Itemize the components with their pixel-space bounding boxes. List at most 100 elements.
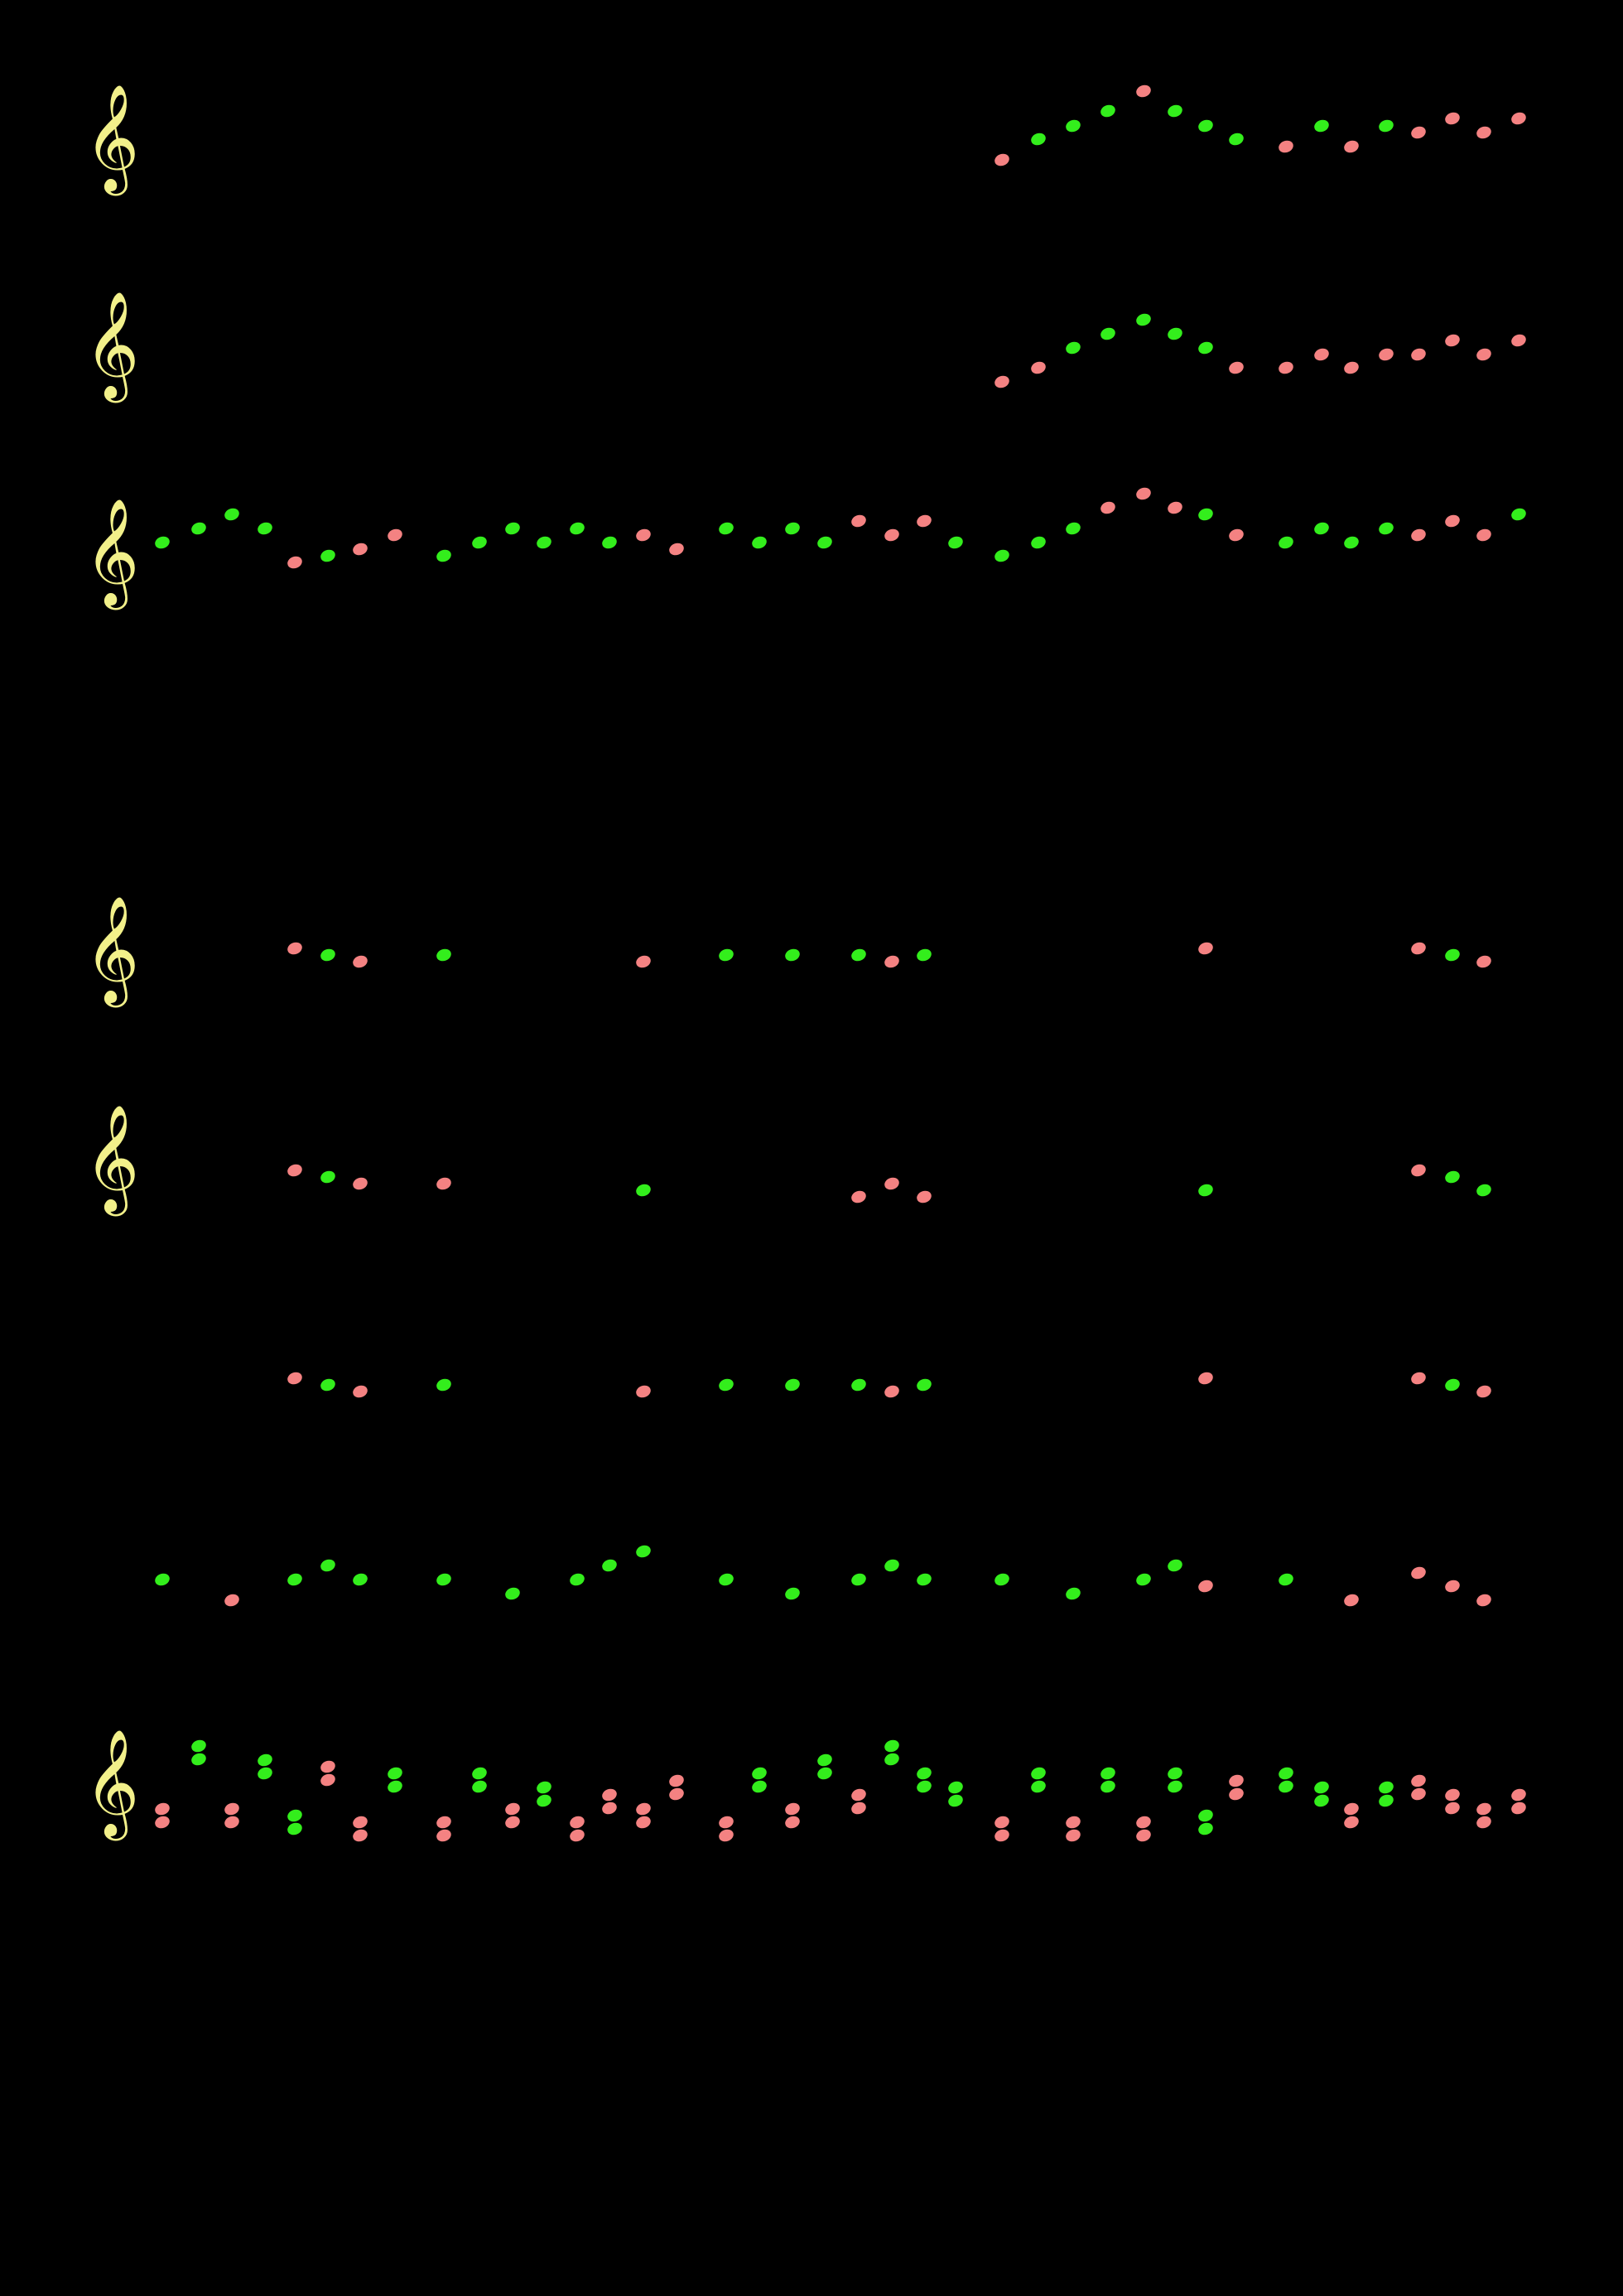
notehead (636, 1545, 651, 1558)
notehead (1511, 508, 1526, 521)
notehead (1476, 1184, 1491, 1197)
notehead (995, 153, 1009, 166)
notehead (602, 1802, 617, 1815)
notehead (1314, 1794, 1329, 1807)
notehead (1168, 1767, 1182, 1780)
notehead (191, 522, 206, 535)
notehead (1476, 528, 1491, 542)
notehead (1198, 942, 1213, 955)
notehead (570, 522, 585, 535)
notehead (1379, 348, 1394, 361)
notehead (1411, 942, 1426, 955)
notehead (785, 1802, 800, 1816)
notehead (1445, 1170, 1460, 1184)
notehead (636, 1802, 651, 1816)
notehead (287, 1372, 302, 1385)
notehead (1476, 126, 1491, 139)
notehead (719, 1829, 734, 1842)
notehead (505, 1802, 520, 1816)
notehead (785, 1816, 800, 1829)
notehead (917, 514, 932, 528)
notehead (1198, 1372, 1213, 1385)
notehead (1476, 1385, 1491, 1398)
notehead (505, 1587, 520, 1600)
treble-clef-icon: 𝄞 (84, 895, 139, 1008)
notehead (436, 1573, 451, 1586)
notehead (851, 1788, 866, 1802)
notehead (1379, 522, 1394, 535)
notehead (353, 955, 368, 968)
notehead (1198, 508, 1213, 521)
notehead (719, 1378, 734, 1392)
notehead (1476, 1816, 1491, 1829)
notehead (1066, 1816, 1081, 1829)
notehead (1168, 327, 1182, 340)
notehead (1136, 1829, 1151, 1842)
notehead (388, 1780, 402, 1793)
treble-clef-icon: 𝄞 (84, 291, 139, 403)
notehead (785, 522, 800, 535)
notehead (785, 1378, 800, 1392)
notehead (1445, 1378, 1460, 1392)
notehead (851, 514, 866, 528)
notehead (224, 1802, 239, 1816)
notehead (1411, 1566, 1426, 1580)
notehead (884, 1753, 899, 1766)
notehead (287, 1164, 302, 1177)
notehead (287, 1809, 302, 1822)
notehead (669, 543, 684, 556)
notehead (155, 1573, 170, 1586)
notehead (320, 948, 335, 962)
notehead (320, 1170, 335, 1184)
notehead (1198, 1809, 1213, 1822)
notehead (719, 522, 734, 535)
notehead (752, 1767, 767, 1780)
notehead (785, 948, 800, 962)
notehead (1344, 1816, 1359, 1829)
notehead (287, 1822, 302, 1835)
notehead (1344, 361, 1359, 374)
notehead (1229, 361, 1244, 374)
notehead (851, 1378, 866, 1392)
notehead (1031, 1767, 1046, 1780)
notehead (1511, 334, 1526, 347)
notehead (1279, 1767, 1293, 1780)
notehead (669, 1774, 684, 1787)
notehead (1031, 361, 1046, 374)
notehead (258, 522, 272, 535)
notehead (1344, 1802, 1359, 1816)
notehead (884, 1739, 899, 1753)
notehead (752, 1780, 767, 1793)
notehead (1445, 112, 1460, 125)
notehead (1445, 1788, 1460, 1802)
notehead (1344, 536, 1359, 549)
notehead (752, 536, 767, 549)
notehead (1279, 361, 1293, 374)
notehead (1100, 1767, 1115, 1780)
notehead (917, 1573, 932, 1586)
notehead (719, 948, 734, 962)
notehead (388, 528, 402, 542)
notehead (320, 1378, 335, 1392)
notehead (505, 1816, 520, 1829)
notehead (320, 1559, 335, 1572)
notehead (1379, 1781, 1394, 1794)
notehead (472, 1780, 487, 1793)
notehead (1279, 536, 1293, 549)
notehead (1476, 955, 1491, 968)
notehead (1066, 1829, 1081, 1842)
notehead (636, 528, 651, 542)
notehead (884, 955, 899, 968)
notehead (1411, 126, 1426, 139)
notehead (948, 1794, 963, 1807)
notehead (436, 1816, 451, 1829)
notehead (917, 1190, 932, 1203)
notehead (884, 528, 899, 542)
notehead (1136, 313, 1151, 326)
notehead (1476, 1802, 1491, 1816)
notehead (1229, 133, 1244, 146)
notehead (602, 1559, 617, 1572)
notehead (917, 1378, 932, 1392)
notehead (353, 543, 368, 556)
